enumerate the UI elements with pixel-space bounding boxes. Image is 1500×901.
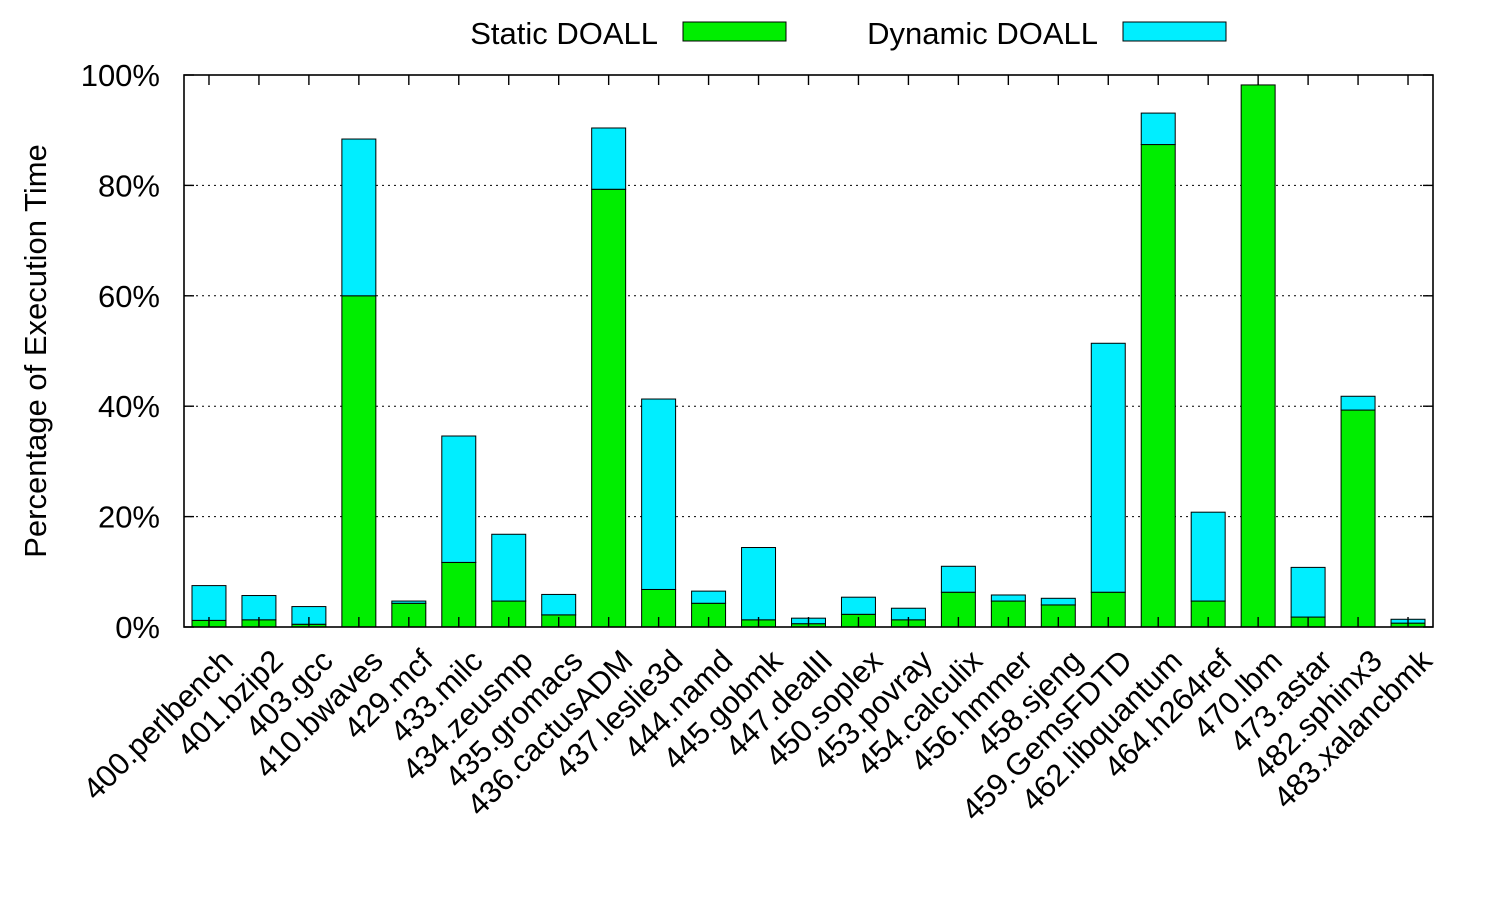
- bar-segment-dynamic: [1090, 342, 1126, 593]
- bar-segment-dynamic: [241, 595, 277, 621]
- bar-segment-dynamic: [1340, 395, 1376, 411]
- y-axis-ticks: 0% 20% 40% 60% 80% 100%: [81, 58, 1433, 645]
- bar-segment-static: [591, 188, 627, 628]
- y-tick-label: 80%: [98, 168, 160, 203]
- grid-lines: [184, 184, 1433, 518]
- bar-segment-dynamic: [591, 127, 627, 190]
- bar-segment-static: [1240, 84, 1276, 628]
- bar-segment-static: [1140, 144, 1176, 628]
- y-tick-label: 40%: [98, 389, 160, 424]
- bar-segment-dynamic: [191, 585, 227, 621]
- bars: [191, 84, 1426, 628]
- bar-segment-dynamic: [391, 600, 427, 604]
- bar-segment-dynamic: [1140, 112, 1176, 146]
- bar-segment-static: [990, 600, 1026, 628]
- bar-segment-static: [1340, 409, 1376, 628]
- legend-label: Static DOALL: [470, 16, 658, 51]
- legend-label: Dynamic DOALL: [867, 16, 1098, 51]
- legend-swatch: [1122, 21, 1227, 42]
- y-tick-label: 20%: [98, 500, 160, 535]
- bar-segment-dynamic: [1190, 511, 1226, 602]
- bar-segment-dynamic: [691, 590, 727, 604]
- legend-swatch: [682, 21, 787, 42]
- legend: Static DOALL Dynamic DOALL: [470, 16, 1227, 51]
- bar-segment-dynamic: [990, 594, 1026, 602]
- y-axis-title: Percentage of Execution Time: [18, 144, 53, 558]
- x-axis-labels: 400.perlbench401.bzip2403.gcc410.bwaves4…: [76, 643, 1439, 828]
- bar-segment-static: [341, 295, 377, 628]
- y-tick-label: 60%: [98, 279, 160, 314]
- bar-segment-dynamic: [741, 547, 777, 621]
- bar-segment-dynamic: [840, 596, 876, 615]
- bar-segment-dynamic: [1290, 566, 1326, 618]
- bar-segment-dynamic: [441, 435, 477, 563]
- bar-segment-dynamic: [491, 533, 527, 602]
- bar-segment-dynamic: [940, 565, 976, 593]
- bar-segment-dynamic: [641, 398, 677, 590]
- bar-segment-dynamic: [1040, 597, 1076, 606]
- bar-segment-dynamic: [541, 593, 577, 616]
- y-tick-label: 100%: [81, 58, 160, 93]
- plot-frame: [183, 74, 1434, 628]
- y-tick-label: 0%: [115, 610, 160, 645]
- bar-segment-dynamic: [341, 138, 377, 297]
